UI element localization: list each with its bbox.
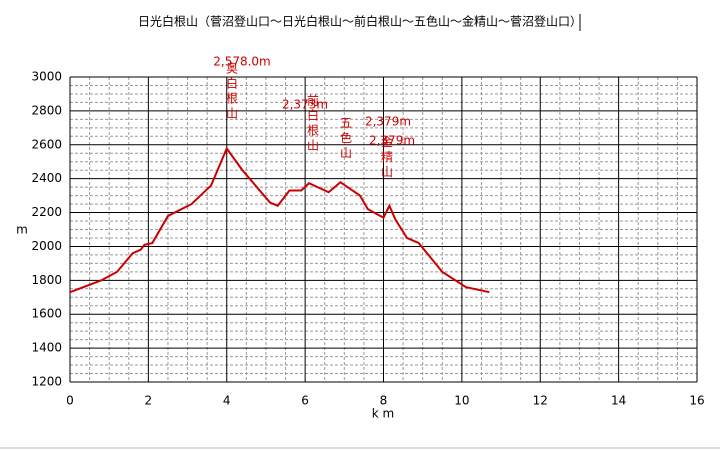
y-tick-label: 1600 [31,307,62,321]
peak-name: 前白根山 [306,93,320,154]
x-tick-label: 14 [611,394,626,408]
y-axis-label: m [16,223,28,237]
peak-name: 金精山 [380,134,394,180]
x-tick-label: 6 [301,394,309,408]
y-tick-label: 2200 [31,205,62,219]
y-tick-label: 2000 [31,239,62,253]
annotation: 2,578.0m [213,55,271,69]
x-tick-label: 10 [454,394,469,408]
y-tick-label: 2600 [31,137,62,151]
x-tick-label: 4 [223,394,231,408]
x-tick-label: 16 [689,394,704,408]
annotation: 2,373m [282,98,328,112]
y-tick-label: 1200 [31,375,62,389]
y-tick-label: 2400 [31,171,62,185]
y-tick-label: 1800 [31,273,62,287]
x-tick-label: 12 [533,394,548,408]
x-axis-label: k m [372,407,394,421]
peak-name: 奥白根山 [225,62,239,122]
x-tick-label: 2 [145,394,153,408]
x-tick-label: 0 [66,394,74,408]
elevation-line [69,146,490,294]
y-tick-label: 1400 [31,341,62,355]
chart-title: 日光白根山（菅沼登山口～日光白根山～前白根山～五色山～金精山～菅沼登山口） [138,14,582,29]
annotation: 2,379m [369,134,415,148]
x-tick-label: 8 [380,394,388,408]
annotation: 2,379m [365,115,411,129]
peak-name: 五色山 [339,117,353,162]
y-tick-label: 2800 [31,103,62,117]
y-tick-label: 3000 [31,70,62,84]
